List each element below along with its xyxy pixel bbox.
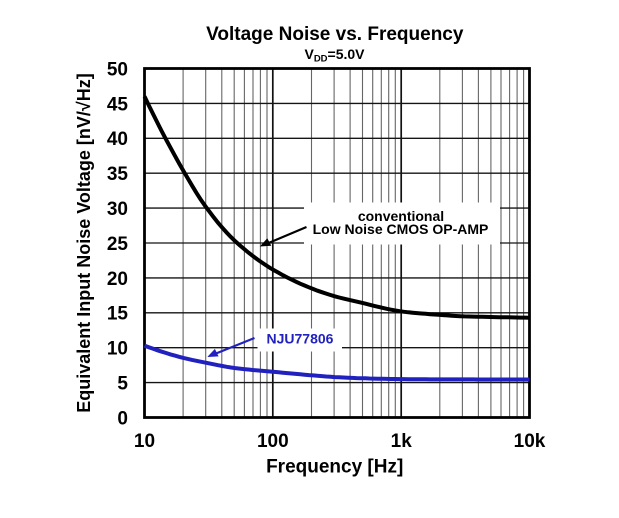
svg-text:10k: 10k	[514, 431, 546, 452]
svg-text:Low Noise CMOS OP-AMP: Low Noise CMOS OP-AMP	[313, 221, 489, 237]
svg-text:Frequency [Hz]: Frequency [Hz]	[266, 456, 403, 477]
svg-text:0: 0	[117, 408, 128, 429]
svg-text:40: 40	[107, 129, 128, 150]
svg-text:10: 10	[134, 431, 155, 452]
svg-text:Voltage Noise vs. Frequency: Voltage Noise vs. Frequency	[206, 24, 464, 45]
svg-text:45: 45	[107, 94, 129, 115]
svg-text:100: 100	[257, 431, 289, 452]
svg-text:Equivalent Input Noise Voltage: Equivalent Input Noise Voltage [nV/√Hz]	[74, 73, 94, 413]
svg-text:20: 20	[107, 269, 128, 290]
svg-text:VDD=5.0V: VDD=5.0V	[304, 46, 365, 65]
svg-text:10: 10	[107, 339, 128, 360]
svg-text:1k: 1k	[391, 431, 413, 452]
svg-text:25: 25	[107, 234, 129, 255]
svg-text:15: 15	[107, 304, 129, 325]
svg-text:conventional: conventional	[358, 208, 444, 224]
svg-text:5: 5	[117, 374, 128, 395]
svg-text:30: 30	[107, 199, 128, 220]
svg-text:50: 50	[107, 59, 128, 80]
svg-text:35: 35	[107, 164, 129, 185]
svg-text:NJU77806: NJU77806	[267, 331, 334, 347]
